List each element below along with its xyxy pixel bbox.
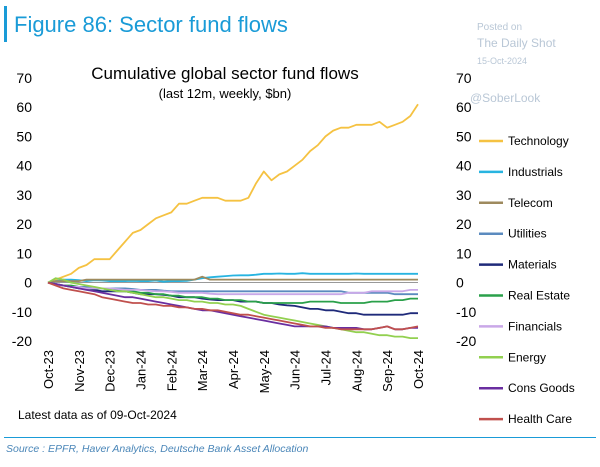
x-tick-label: Apr-24 xyxy=(226,350,241,389)
x-tick-label: Sep-24 xyxy=(380,350,395,392)
watermark-daily-shot: The Daily Shot xyxy=(477,36,556,50)
chart-title: Cumulative global sector fund flows xyxy=(91,64,359,83)
series-line-telecom xyxy=(47,275,418,284)
series-line-health-care xyxy=(47,281,419,331)
y-tick-label-left: 10 xyxy=(16,245,32,261)
x-tick-label: Jan-24 xyxy=(134,350,149,390)
chart-subtitle: (last 12m, weekly, $bn) xyxy=(158,86,292,101)
y-tick-label-right: 10 xyxy=(456,245,472,261)
legend-label-telecom: Telecom xyxy=(508,196,553,210)
figure-title: Figure 86: Sector fund flows xyxy=(14,12,288,37)
y-tick-label-right: 20 xyxy=(456,216,472,232)
series-line-materials xyxy=(47,281,418,316)
y-tick-label-right: 30 xyxy=(456,187,472,203)
y-tick-label-right: -10 xyxy=(456,304,476,320)
y-tick-label-left: -20 xyxy=(12,333,32,349)
legend-label-cons-goods: Cons Goods xyxy=(508,381,575,395)
x-tick-label: Oct-24 xyxy=(411,350,426,389)
legend-label-financials: Financials xyxy=(508,319,562,333)
watermark-posted-on: Posted on xyxy=(477,22,523,33)
legend-label-utilities: Utilities xyxy=(508,227,547,241)
legend-label-health-care: Health Care xyxy=(508,412,572,426)
y-tick-label-left: 60 xyxy=(16,99,32,115)
source-note: Source : EPFR, Haver Analytics, Deutsche… xyxy=(6,443,309,455)
x-tick-label: Jun-24 xyxy=(288,350,303,390)
y-tick-label-right: -20 xyxy=(456,333,476,349)
series-line-energy xyxy=(47,277,418,340)
x-tick-label: Oct-23 xyxy=(41,350,56,389)
legend-label-energy: Energy xyxy=(508,350,546,364)
x-tick-label: Nov-23 xyxy=(72,350,87,392)
x-tick-label: Dec-23 xyxy=(103,350,118,392)
x-tick-label: Feb-24 xyxy=(164,350,179,391)
y-tick-label-left: 0 xyxy=(24,275,32,291)
y-tick-label-left: 30 xyxy=(16,187,32,203)
y-tick-label-right: 60 xyxy=(456,99,472,115)
series-line-financials xyxy=(47,281,418,296)
legend-label-industrials: Industrials xyxy=(508,165,563,179)
legend-label-real-estate: Real Estate xyxy=(508,289,570,303)
x-tick-label: Jul-24 xyxy=(319,350,334,385)
title-accent-bar xyxy=(4,6,7,42)
y-tick-label-left: -10 xyxy=(12,304,32,320)
footer-divider xyxy=(4,437,596,438)
series-line-cons-goods xyxy=(47,281,418,331)
x-tick-label: May-24 xyxy=(257,350,272,393)
watermark-handle: @SoberLook xyxy=(470,91,541,105)
latest-data-note: Latest data as of 09-Oct-2024 xyxy=(18,408,177,422)
x-tick-label: Aug-24 xyxy=(349,350,364,392)
y-tick-label-left: 20 xyxy=(16,216,32,232)
y-tick-label-right: 40 xyxy=(456,158,472,174)
series-line-industrials xyxy=(47,272,418,284)
series-line-technology xyxy=(47,103,419,284)
legend-label-materials: Materials xyxy=(508,258,557,272)
y-tick-label-right: 50 xyxy=(456,128,472,144)
x-tick-label: Mar-24 xyxy=(195,350,210,391)
y-tick-label-left: 70 xyxy=(16,70,32,86)
legend-label-technology: Technology xyxy=(508,134,569,148)
watermark-date: 15-Oct-2024 xyxy=(477,56,528,66)
y-tick-label-right: 70 xyxy=(456,70,472,86)
y-tick-label-left: 50 xyxy=(16,128,32,144)
y-tick-label-left: 40 xyxy=(16,158,32,174)
y-tick-label-right: 0 xyxy=(456,275,464,291)
